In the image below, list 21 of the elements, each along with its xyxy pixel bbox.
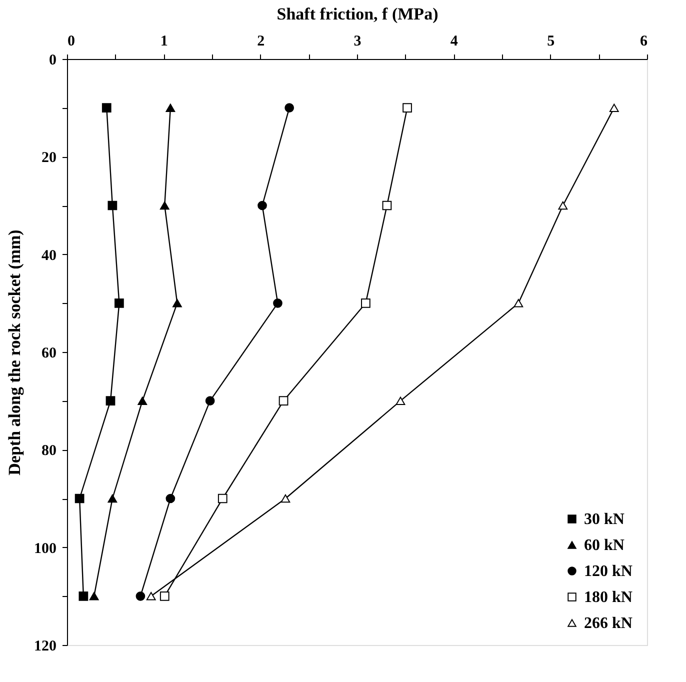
y-tick-label: 0	[49, 52, 56, 68]
x-tick-label: 0	[68, 34, 75, 50]
y-tick-label: 40	[42, 248, 56, 264]
legend-label: 60 kN	[584, 537, 625, 554]
y-tick-label: 80	[42, 443, 56, 460]
x-tick-label: 2	[257, 34, 265, 50]
x-tick-label: 1	[160, 34, 168, 50]
legend-label: 120 kN	[584, 563, 633, 580]
y-axis-title: Depth along the rock socket (mm)	[5, 230, 24, 476]
x-tick-label: 3	[354, 34, 362, 50]
y-tick-label: 20	[42, 150, 56, 166]
y-tick-label: 60	[42, 346, 56, 362]
y-tick-label: 100	[34, 540, 56, 557]
y-tick-label: 120	[34, 638, 56, 654]
legend-label: 180 kN	[584, 589, 633, 606]
x-axis-title: Shaft friction, f (MPa)	[276, 4, 438, 24]
legend-label: 266 kN	[584, 615, 633, 632]
x-tick-label: 6	[640, 34, 648, 50]
x-tick-label: 5	[547, 34, 555, 50]
legend-label: 30 kN	[584, 511, 625, 528]
x-tick-label: 4	[450, 34, 458, 50]
